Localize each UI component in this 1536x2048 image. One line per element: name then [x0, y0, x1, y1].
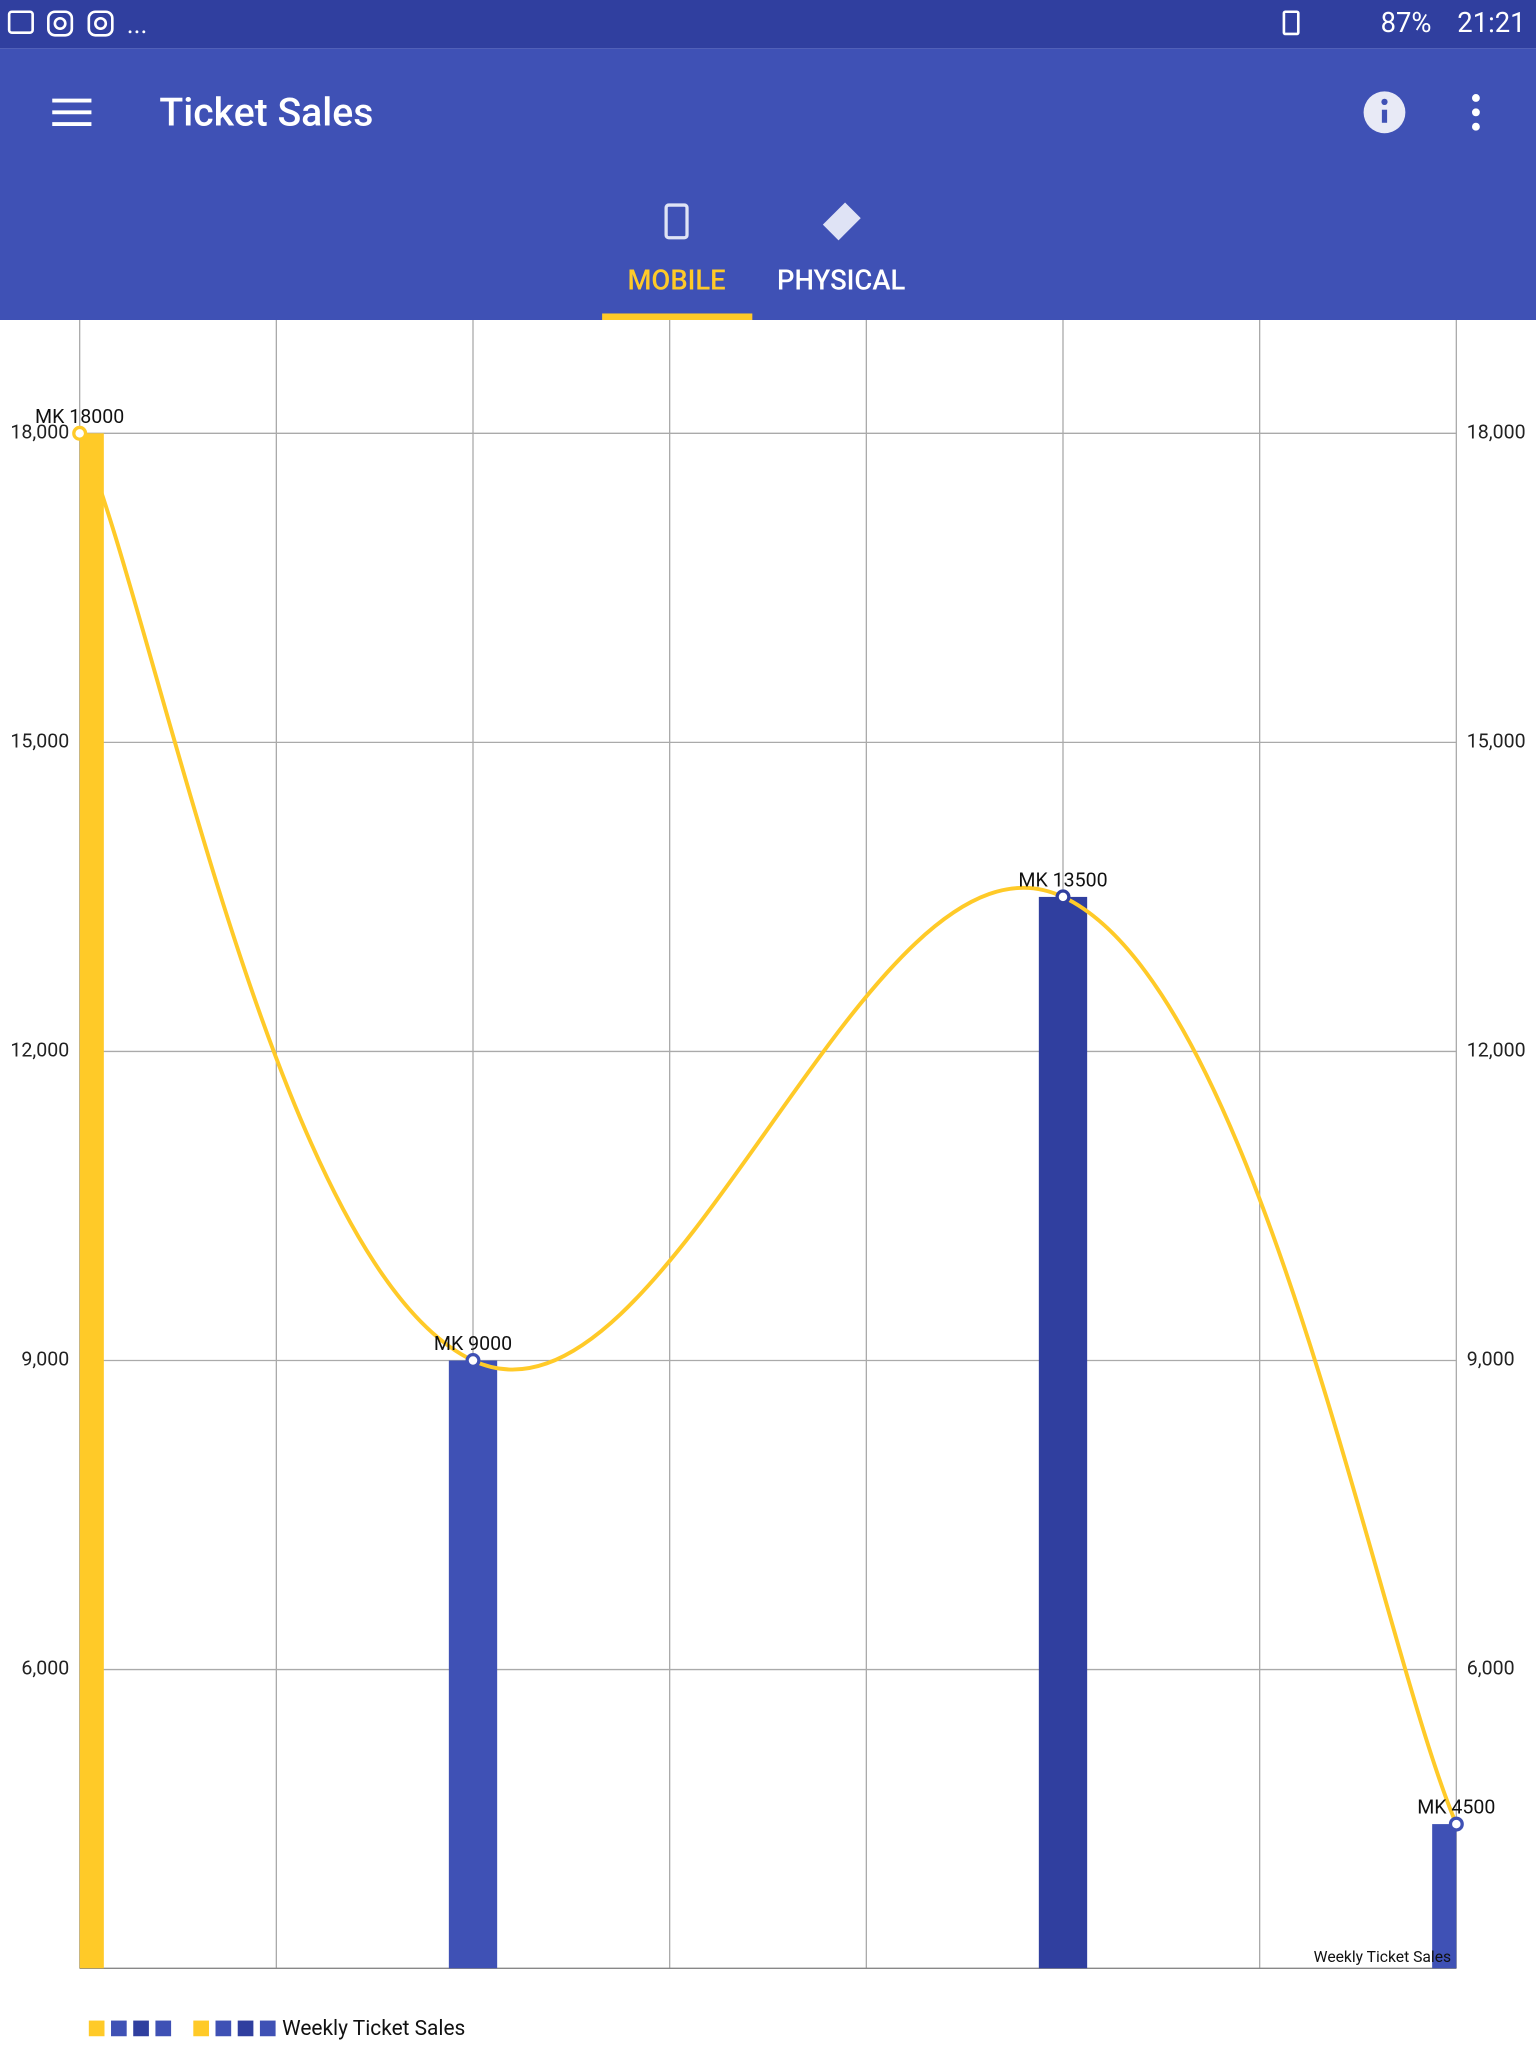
legend-swatch: [133, 2020, 149, 2037]
y-tick-label: 18,000: [10, 420, 69, 443]
app-bar: [0, 48, 1536, 320]
clock: 21:21: [1457, 7, 1525, 39]
status-bar: [0, 0, 1536, 49]
chart-description: Weekly Ticket Sales: [1314, 1947, 1451, 1966]
plot-area: [79, 433, 1457, 1969]
value-label: MK 4500: [1417, 1796, 1495, 1819]
overflow-menu[interactable]: [1472, 94, 1480, 131]
value-label: MK 13500: [1018, 868, 1107, 891]
chart: 6,000 9,000 12,000 15,000 18,000 6,000 9,000 12…: [10, 320, 1526, 2041]
y-tick-label: 12,000: [10, 1039, 69, 1062]
legend-swatch: [193, 2020, 209, 2037]
legend-swatch: [215, 2020, 232, 2037]
legend-label: Weekly Ticket Sales: [282, 2017, 465, 2041]
y2-tick-label: 12,000: [1467, 1039, 1526, 1062]
y2-tick-label: 18,000: [1467, 420, 1526, 443]
value-label: MK 9000: [434, 1332, 512, 1355]
point: [1448, 1816, 1464, 1832]
app-title: Ticket Sales: [159, 89, 373, 135]
legend-swatch: [237, 2020, 254, 2037]
y2-tick-label: 9,000: [1467, 1348, 1515, 1371]
status-overflow: ...: [127, 10, 148, 40]
legend-swatch: [259, 2020, 276, 2037]
tab-label: MOBILE: [627, 264, 725, 296]
value-label: MK 18000: [35, 405, 124, 428]
bar: [448, 1360, 498, 1969]
tab-indicator: [602, 313, 753, 320]
point: [1055, 889, 1071, 905]
y2-tick-label: 15,000: [1467, 730, 1526, 753]
info-button[interactable]: [1363, 91, 1406, 134]
legend-swatch: [88, 2020, 105, 2037]
y-tick-label: 9,000: [21, 1348, 69, 1371]
battery-level: 87%: [1381, 7, 1432, 39]
status-icons: [7, 10, 1300, 37]
y-tick-label: 15,000: [10, 730, 69, 753]
tab-label: PHYSICAL: [777, 264, 906, 296]
y2-tick-label: 6,000: [1467, 1657, 1515, 1680]
tab-physical[interactable]: PHYSICAL: [777, 202, 906, 296]
tab-mobile[interactable]: MOBILE: [627, 203, 726, 296]
point: [72, 425, 88, 441]
y-tick-label: 6,000: [21, 1657, 69, 1680]
legend-swatch: [155, 2020, 172, 2037]
bar: [79, 433, 104, 1969]
point: [465, 1352, 481, 1369]
line: [77, 432, 1459, 1825]
bar: [1432, 1824, 1457, 1969]
bar: [1038, 896, 1088, 1969]
menu-button[interactable]: [52, 98, 92, 127]
legend-swatch: [111, 2020, 127, 2037]
